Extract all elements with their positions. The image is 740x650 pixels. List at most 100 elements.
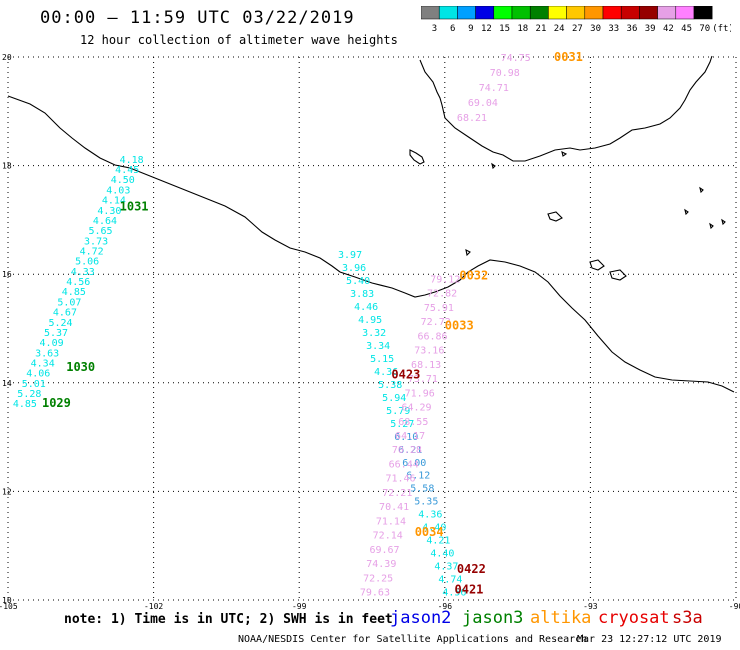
credit-line: NOAA/NESDIS Center for Satellite Applica… bbox=[238, 634, 588, 645]
wave-height-map: 4.184.454.504.034.144.304.645.653.734.72… bbox=[0, 50, 740, 610]
wave-height-value: 4.36 bbox=[418, 510, 442, 521]
wave-height-value: 4.09 bbox=[40, 338, 64, 349]
wave-height-value: 4.21 bbox=[426, 536, 450, 547]
altimeter-tracks: 4.184.454.504.034.144.304.645.653.734.72… bbox=[13, 53, 531, 599]
wave-height-value: 74.71 bbox=[479, 83, 509, 94]
wave-height-value: 5.65 bbox=[88, 226, 112, 237]
colorbar-tick-label: 42 bbox=[663, 24, 674, 34]
pass-time-label: 0032 bbox=[459, 269, 488, 283]
wave-height-value: 6.00 bbox=[402, 458, 426, 469]
wave-height-value: 4.45 bbox=[115, 165, 139, 176]
longitude-tick-label: -102 bbox=[144, 602, 163, 610]
wave-height-value: 69.04 bbox=[468, 98, 498, 109]
wave-height-value: 5.24 bbox=[48, 318, 72, 329]
chart-title: 00:00 – 11:59 UTC 03/22/2019 bbox=[40, 8, 355, 28]
colorbar-tick-label: 27 bbox=[572, 24, 583, 34]
wave-height-value: 70.41 bbox=[379, 502, 409, 513]
wave-height-value: 5.40 bbox=[346, 276, 370, 287]
wave-height-value: 64.29 bbox=[401, 403, 431, 414]
pass-time-label: 0031 bbox=[554, 50, 583, 64]
footnote: note: 1) Time is in UTC; 2) SWH is in fe… bbox=[64, 612, 393, 627]
wave-height-value: 5.94 bbox=[382, 393, 406, 404]
latitude-tick-label: 18 bbox=[2, 162, 12, 171]
islet bbox=[709, 222, 714, 230]
latitude-tick-label: 20 bbox=[2, 53, 12, 62]
islet bbox=[561, 150, 568, 157]
islet bbox=[699, 186, 704, 194]
colorbar-tick-label: 3 bbox=[432, 24, 437, 34]
wave-height-value: 4.85 bbox=[62, 287, 86, 298]
lake-shape bbox=[409, 149, 425, 165]
colorbar-tick-label: 21 bbox=[536, 24, 547, 34]
wave-height-value: 4.14 bbox=[102, 196, 126, 207]
wave-height-value: 74.75 bbox=[501, 53, 531, 64]
wave-height-value: 4.64 bbox=[93, 216, 117, 227]
latitude-tick-label: 10 bbox=[2, 596, 12, 605]
wave-height-value: 4.33 bbox=[71, 267, 95, 278]
wave-height-value: 68.21 bbox=[457, 113, 487, 124]
wave-height-value: 5.38 bbox=[378, 380, 402, 391]
wave-height-value: 4.50 bbox=[111, 175, 135, 186]
wave-height-value: 73.71 bbox=[408, 374, 438, 385]
wave-height-value: 4.85 bbox=[13, 399, 37, 410]
wave-height-value: 71.14 bbox=[376, 516, 406, 527]
pass-time-label: 0033 bbox=[445, 319, 474, 333]
satellite-name-jason3: jason3 bbox=[462, 608, 524, 628]
colorbar-tick-label: 15 bbox=[499, 24, 510, 34]
islet bbox=[684, 208, 689, 216]
satellite-name-altika: altika bbox=[530, 608, 592, 628]
wave-height-value: 4.72 bbox=[80, 247, 104, 258]
colorbar-tick-label: 12 bbox=[481, 24, 492, 34]
satellite-name-jason2: jason2 bbox=[390, 608, 452, 628]
pass-time-label: 1030 bbox=[66, 360, 95, 374]
wave-height-value: 66.44 bbox=[389, 459, 419, 470]
latitude-tick-label: 12 bbox=[2, 487, 12, 496]
longitude-tick-label: -93 bbox=[583, 602, 598, 610]
wave-height-value: 3.97 bbox=[338, 250, 362, 261]
wave-height-value: 3.83 bbox=[350, 289, 374, 300]
wave-height-value: 72.25 bbox=[363, 573, 393, 584]
wave-height-value: 6.10 bbox=[394, 432, 418, 443]
wave-height-value: 5.28 bbox=[17, 389, 41, 400]
chart-subtitle: 12 hour collection of altimeter wave hei… bbox=[80, 33, 398, 47]
wave-height-value: 68.13 bbox=[411, 360, 441, 371]
longitude-tick-label: -99 bbox=[292, 602, 307, 610]
wave-height-value: 79.63 bbox=[360, 588, 390, 599]
wave-height-value: 4.06 bbox=[26, 369, 50, 380]
coastline bbox=[7, 55, 735, 393]
wave-height-value: 3.63 bbox=[35, 348, 59, 359]
colorbar-tick-label: 18 bbox=[517, 24, 528, 34]
pass-time-label: 0034 bbox=[415, 525, 444, 539]
pass-time-label: 1029 bbox=[42, 396, 71, 410]
wave-height-value: 4.40 bbox=[422, 523, 446, 534]
wave-height-value: 5.58 bbox=[410, 484, 434, 495]
longitude-tick-label: -90 bbox=[729, 602, 740, 610]
pass-time-label: 0423 bbox=[391, 367, 420, 381]
colorbar-tick-label: 33 bbox=[608, 24, 619, 34]
pass-time-label: 0421 bbox=[455, 582, 484, 596]
colorbar-tick-label: 70 bbox=[699, 24, 710, 34]
wave-height-value: 6.21 bbox=[398, 445, 422, 456]
wave-height-value: 5.15 bbox=[370, 354, 394, 365]
lake-shape-2 bbox=[547, 211, 563, 222]
wave-height-value: 4.46 bbox=[354, 302, 378, 313]
wave-height-value: 4.40 bbox=[430, 549, 454, 560]
islet bbox=[491, 162, 496, 170]
wave-height-value: 74.39 bbox=[366, 559, 396, 570]
latitude-tick-label: 16 bbox=[2, 270, 12, 279]
wave-height-value: 3.34 bbox=[366, 341, 390, 352]
wave-height-value: 72.14 bbox=[373, 531, 403, 542]
wave-height-value: 70.28 bbox=[392, 445, 422, 456]
wave-height-value: 4.56 bbox=[442, 588, 466, 599]
wave-height-value: 4.30 bbox=[97, 206, 121, 217]
longitude-tick-label: -105 bbox=[0, 602, 18, 610]
longitude-tick-label: -96 bbox=[438, 602, 453, 610]
wave-height-value: 3.96 bbox=[342, 263, 366, 274]
colorbar-tick-label: 6 bbox=[450, 24, 455, 34]
colorbar-tick-label: 45 bbox=[681, 24, 692, 34]
wave-height-value: 4.36 bbox=[374, 367, 398, 378]
wave-height-value: 5.37 bbox=[44, 328, 68, 339]
latitude-tick-label: 14 bbox=[2, 379, 12, 388]
colorbar-tick-label: 24 bbox=[554, 24, 565, 34]
